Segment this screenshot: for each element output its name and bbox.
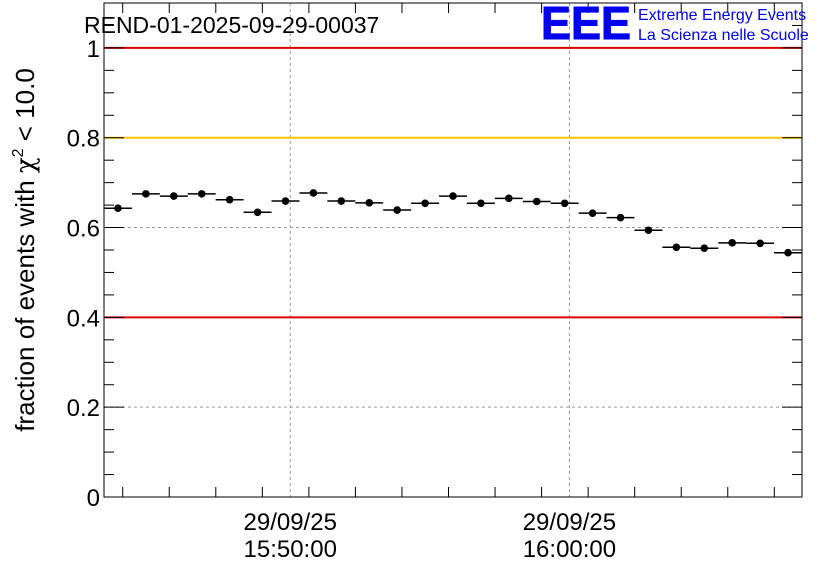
x-tick-label-time-0: 15:50:00 (244, 536, 337, 563)
y-axis-label-symbol: χ (11, 157, 41, 173)
grid-layer (104, 3, 802, 497)
data-point-8 (337, 197, 346, 205)
x-tick-label-date-1: 29/09/25 (523, 509, 616, 536)
x-tick-label-date-0: 29/09/25 (244, 509, 337, 536)
data-point-14 (505, 194, 513, 203)
reference-lines (104, 46, 802, 319)
y-tick-label-0: 0 (87, 485, 100, 512)
y-tick-label-3: 0.6 (67, 216, 100, 243)
data-point-9 (365, 199, 374, 207)
data-point-17 (588, 209, 597, 217)
data-point-22 (728, 239, 736, 247)
plot-frame (103, 2, 803, 498)
tick-labels: 00.20.40.60.8129/09/2515:50:0029/09/2516… (67, 36, 617, 563)
data-point-2 (170, 192, 178, 200)
data-point-6 (281, 197, 290, 205)
data-point-10 (393, 206, 401, 214)
data-point-24 (784, 248, 792, 257)
y-tick-label-4: 0.8 (67, 126, 100, 153)
logo-mark: EEE (541, 0, 631, 49)
y-tick-label-1: 0.2 (67, 395, 100, 422)
data-point-5 (253, 208, 262, 217)
data-point-16 (560, 199, 569, 208)
data-point-18 (616, 213, 625, 222)
data-point-4 (225, 195, 234, 204)
data-point-23 (756, 239, 764, 248)
chart-title: REND-01-2025-09-29-00037 (84, 12, 379, 38)
y-axis-label-prefix: fraction of events with (10, 173, 40, 432)
y-axis-label-exponent: 2 (10, 148, 27, 157)
logo-line-2: La Scienza nelle Scuole (638, 27, 809, 44)
data-point-19 (644, 226, 653, 235)
data-point-12 (449, 192, 457, 200)
data-point-13 (477, 199, 485, 208)
data-point-20 (672, 243, 681, 252)
x-tick-label-time-1: 16:00:00 (523, 536, 616, 563)
y-axis-label-suffix: < 10.0 (10, 68, 40, 148)
y-tick-label-2: 0.4 (67, 305, 100, 332)
data-point-15 (532, 197, 541, 206)
data-series (104, 189, 802, 257)
data-point-7 (309, 189, 318, 197)
data-point-3 (197, 190, 206, 198)
eee-logo: EEE Extreme Energy Events La Scienza nel… (541, 0, 809, 50)
logo-line-1: Extreme Energy Events (638, 7, 806, 24)
y-axis-label: fraction of events with χ2 < 10.0 (10, 68, 41, 432)
data-point-21 (700, 244, 709, 253)
y-tick-label-5: 1 (87, 36, 100, 63)
data-point-1 (142, 190, 150, 198)
axis-ticks (104, 2, 802, 498)
data-point-0 (114, 204, 122, 213)
data-point-11 (421, 199, 429, 208)
